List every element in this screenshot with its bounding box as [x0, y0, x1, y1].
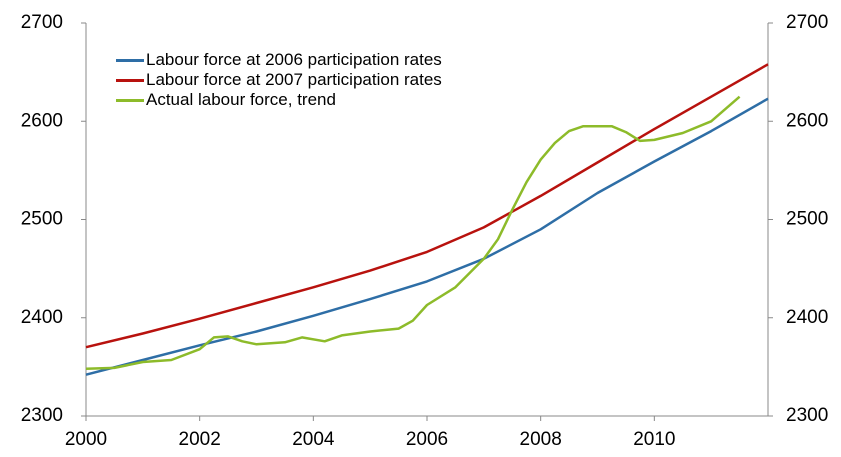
- x-tick-label: 2000: [65, 429, 107, 450]
- series-line: [85, 63, 769, 349]
- x-tick-label: 2004: [292, 429, 335, 450]
- legend-label: Actual labour force, trend: [146, 90, 336, 109]
- y2-tick-label: 2300: [786, 405, 828, 426]
- x-tick-label: 2002: [179, 429, 221, 450]
- y2-tick-label: 2500: [786, 209, 828, 230]
- y-tick-label: 2700: [21, 12, 63, 33]
- x-tick-label: 2008: [520, 429, 562, 450]
- legend-entry: Labour force at 2006 participation rates: [116, 50, 446, 69]
- y-tick-label: 2400: [21, 307, 63, 328]
- series-line: [85, 97, 769, 376]
- y2-tick-label: 2700: [786, 12, 828, 33]
- legend-swatch: [116, 99, 144, 102]
- legend-label: Labour force at 2007 participation rates: [146, 70, 442, 89]
- legend-label: Labour force at 2006 participation rates: [146, 50, 442, 69]
- y-tick-label: 2600: [21, 110, 63, 131]
- legend-swatch: [116, 79, 144, 82]
- x-tick-label: 2010: [633, 429, 675, 450]
- legend-entry: Labour force at 2007 participation rates: [116, 70, 446, 89]
- legend-swatch: [116, 59, 144, 62]
- legend: Labour force at 2006 participation rates…: [116, 50, 446, 110]
- y-tick-label: 2300: [21, 405, 63, 426]
- series-line: [85, 95, 741, 371]
- legend-entry: Actual labour force, trend: [116, 90, 446, 109]
- y-tick-label: 2500: [21, 209, 63, 230]
- y2-tick-label: 2400: [786, 307, 828, 328]
- y2-tick-label: 2600: [786, 110, 828, 131]
- x-tick-label: 2006: [406, 429, 448, 450]
